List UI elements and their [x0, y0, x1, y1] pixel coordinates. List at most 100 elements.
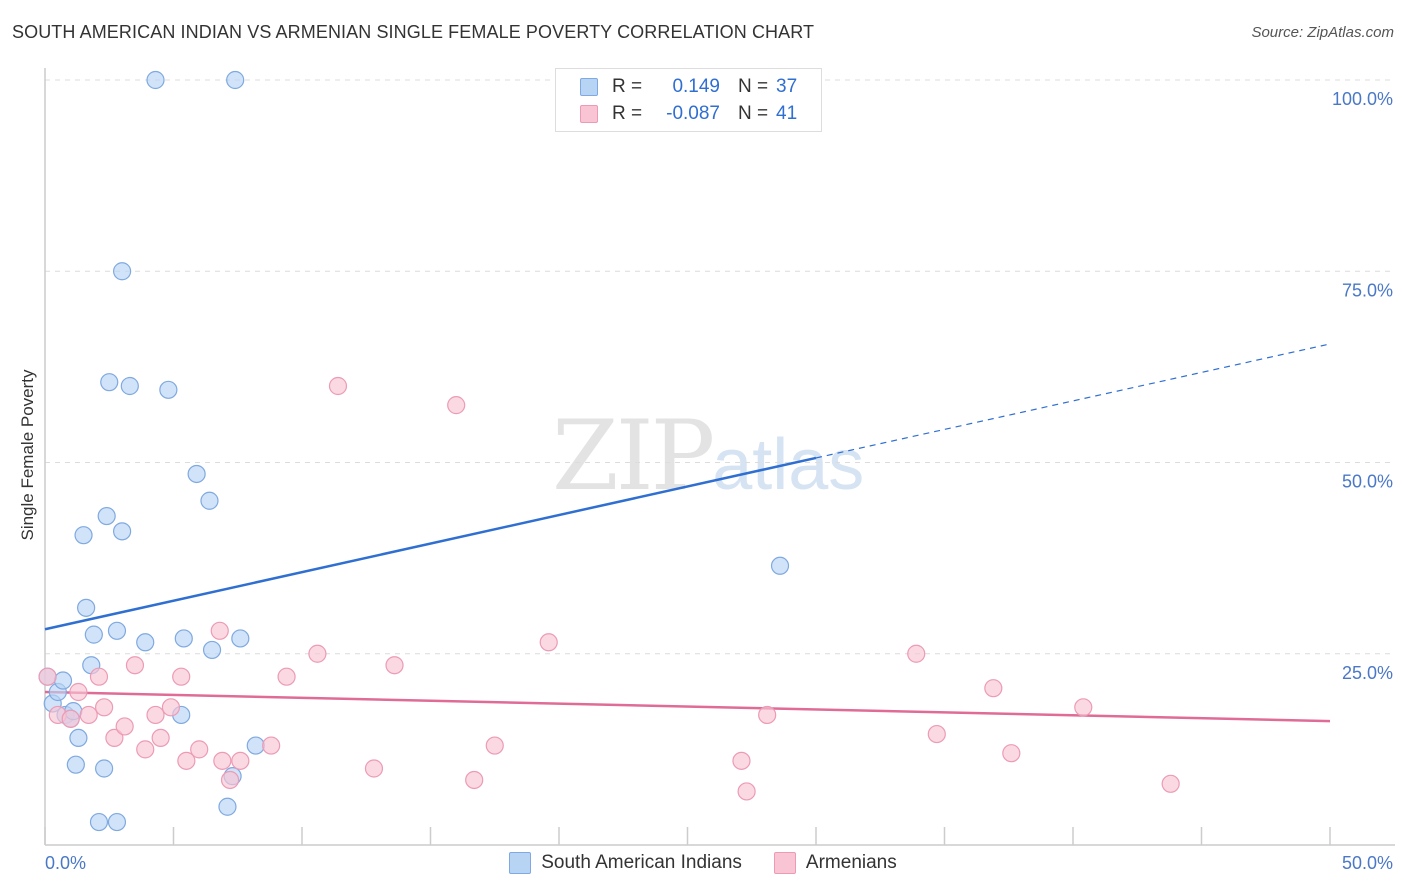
- pink-point: [277, 667, 296, 686]
- pink-point: [146, 705, 165, 725]
- stats-legend: R = 0.149 N = 37 R = -0.087 N = 41: [555, 68, 822, 132]
- chart-title: SOUTH AMERICAN INDIAN VS ARMENIAN SINGLE…: [12, 22, 815, 42]
- pink-point: [758, 705, 777, 725]
- blue-point: [89, 812, 109, 832]
- watermark-zip: ZIP: [552, 400, 715, 512]
- pink-point: [539, 633, 558, 652]
- legend-label: South American Indians: [541, 852, 742, 873]
- y-tick-label: 100.0%: [1332, 89, 1393, 109]
- blue-point: [95, 759, 114, 778]
- pink-point: [89, 667, 109, 686]
- blue-point: [69, 728, 88, 748]
- pink-point: [69, 682, 88, 702]
- pink-point: [927, 724, 946, 744]
- pink-point: [447, 396, 466, 415]
- legend-label: Armenians: [805, 852, 897, 873]
- y-tick-label: 50.0%: [1342, 472, 1393, 492]
- pink-point: [737, 782, 756, 801]
- legend-n-label: N =: [738, 103, 769, 124]
- blue-point: [187, 464, 206, 484]
- watermark: ZIPatlas: [552, 400, 864, 512]
- pink-point: [213, 751, 232, 770]
- blue-point: [202, 640, 222, 660]
- pink-point: [262, 736, 281, 755]
- blue-point: [174, 629, 193, 648]
- blue-point: [107, 621, 127, 640]
- x-tick-label: 50.0%: [1342, 853, 1393, 873]
- axes: [44, 68, 1395, 846]
- legend-n-value: 37: [776, 76, 798, 97]
- pink-point: [231, 751, 250, 770]
- blue-point: [100, 373, 119, 392]
- blue-point: [770, 556, 790, 575]
- pink-point: [465, 770, 484, 790]
- pink-point: [1002, 744, 1021, 763]
- pink-point: [364, 759, 384, 778]
- pink-point: [115, 717, 134, 736]
- pink-point: [79, 705, 98, 725]
- blue-point: [112, 522, 132, 541]
- legend-item-armenians[interactable]: Armenians: [773, 852, 897, 874]
- pink-point: [984, 679, 1003, 698]
- legend-swatch-blue: [509, 852, 532, 874]
- pink-point: [328, 376, 348, 396]
- pink-point: [61, 709, 80, 728]
- y-tick-label: 75.0%: [1342, 280, 1393, 300]
- blue-point: [200, 491, 219, 510]
- pink-point: [125, 656, 145, 675]
- pink-trend-line: [44, 690, 1331, 723]
- y-tick-label: 25.0%: [1342, 663, 1393, 683]
- pink-point: [485, 736, 504, 755]
- legend-row-pink: R = -0.087 N = 41: [580, 102, 797, 126]
- pink-point: [95, 698, 114, 717]
- grid-lines: [45, 79, 1395, 655]
- y-axis-label: Single Female Poverty: [18, 369, 37, 541]
- pink-point: [385, 656, 404, 675]
- blue-point: [107, 812, 127, 832]
- legend-swatch-pink: [580, 105, 598, 123]
- blue-point: [226, 70, 245, 90]
- blue-point: [136, 633, 155, 652]
- pink-point: [308, 644, 327, 663]
- legend-n-label: N =: [738, 76, 769, 97]
- pink-point: [1161, 774, 1180, 793]
- pink-point: [38, 667, 57, 686]
- series-legend: South American Indians Armenians: [0, 852, 1406, 874]
- blue-point: [159, 380, 178, 399]
- blue-point: [112, 262, 132, 281]
- blue-trend-line: [44, 456, 817, 631]
- pink-point: [1074, 698, 1093, 717]
- pink-point: [210, 621, 229, 640]
- blue-point: [120, 376, 139, 396]
- pink-point: [136, 740, 155, 759]
- blue-point: [246, 736, 265, 755]
- blue-point: [97, 506, 116, 526]
- x-tick-label: 0.0%: [45, 853, 86, 873]
- points: [38, 70, 1180, 832]
- source-label: Source: ZipAtlas.com: [1251, 24, 1394, 41]
- legend-r-value: 0.149: [672, 76, 720, 97]
- legend-r-label: R =: [612, 76, 643, 97]
- blue-trend-extension: [815, 343, 1331, 459]
- blue-point: [218, 797, 237, 816]
- pink-point: [172, 667, 191, 686]
- blue-point: [84, 625, 103, 644]
- blue-point: [77, 598, 96, 617]
- blue-point: [74, 526, 93, 545]
- blue-point: [66, 755, 85, 774]
- legend-r-label: R =: [612, 103, 643, 124]
- pink-point: [151, 728, 170, 748]
- pink-point: [732, 751, 751, 770]
- pink-point: [105, 728, 124, 748]
- legend-row-blue: R = 0.149 N = 37: [580, 75, 797, 99]
- trend-lines: [44, 343, 1331, 723]
- pink-point: [220, 770, 240, 790]
- tick-labels: 25.0% 50.0% 75.0% 100.0% 0.0% 50.0%: [45, 89, 1393, 873]
- legend-item-south-american-indians[interactable]: South American Indians: [509, 852, 742, 874]
- legend-swatch-pink: [773, 852, 796, 874]
- blue-point: [146, 70, 165, 90]
- pink-point: [177, 751, 196, 770]
- pink-point: [161, 698, 181, 717]
- pink-point: [907, 644, 926, 663]
